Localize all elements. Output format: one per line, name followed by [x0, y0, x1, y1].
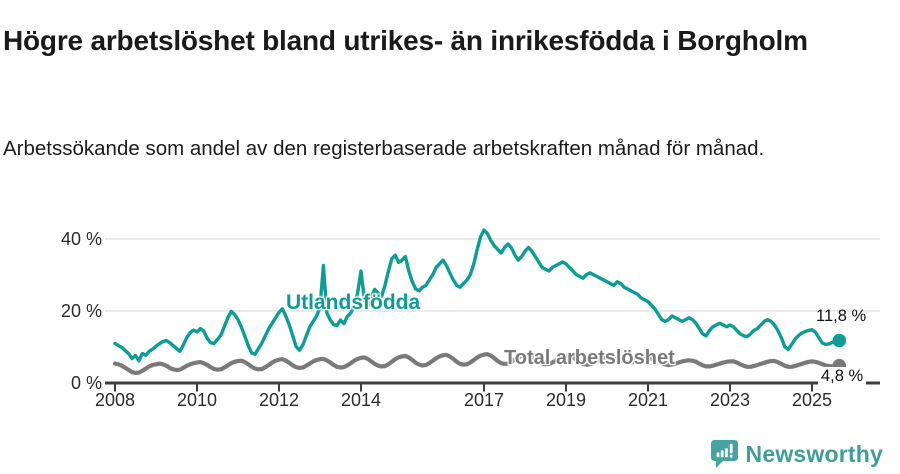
newsworthy-logo-icon: [710, 440, 738, 468]
series-end-dot: [832, 333, 847, 348]
newsworthy-brand-text: Newsworthy: [745, 440, 883, 467]
newsworthy-branding[interactable]: Newsworthy: [710, 439, 883, 469]
series-label-utlandsfodda: Utlandsfödda: [286, 291, 421, 314]
series-line: [113, 228, 841, 363]
x-tick-label: 2014: [340, 390, 382, 410]
series-label-total-arbetsloshet: Total arbetslöshet: [504, 347, 675, 369]
end-value-label-total: 4,8 %: [818, 367, 867, 386]
y-tick-label: 0 %: [70, 373, 102, 393]
x-tick-label: 2023: [709, 390, 751, 410]
series-line: [112, 352, 842, 375]
x-tick-label: 2021: [627, 390, 669, 410]
x-tick-label: 2008: [94, 390, 136, 410]
x-tick-label: 2019: [545, 390, 587, 410]
x-tick-label: 2010: [176, 390, 218, 410]
y-tick-label: 40 %: [60, 229, 102, 249]
page-subtitle: Arbetssökande som andel av den registerb…: [3, 136, 765, 160]
page-title: Högre arbetslöshet bland utrikes- än inr…: [3, 24, 808, 56]
x-tick-label: 2017: [463, 390, 505, 410]
end-value-label-utlandsfodda: 11,8 %: [816, 307, 867, 325]
x-tick-label: 2025: [791, 390, 833, 410]
x-tick-label: 2012: [258, 390, 300, 410]
y-tick-label: 20 %: [60, 301, 102, 321]
